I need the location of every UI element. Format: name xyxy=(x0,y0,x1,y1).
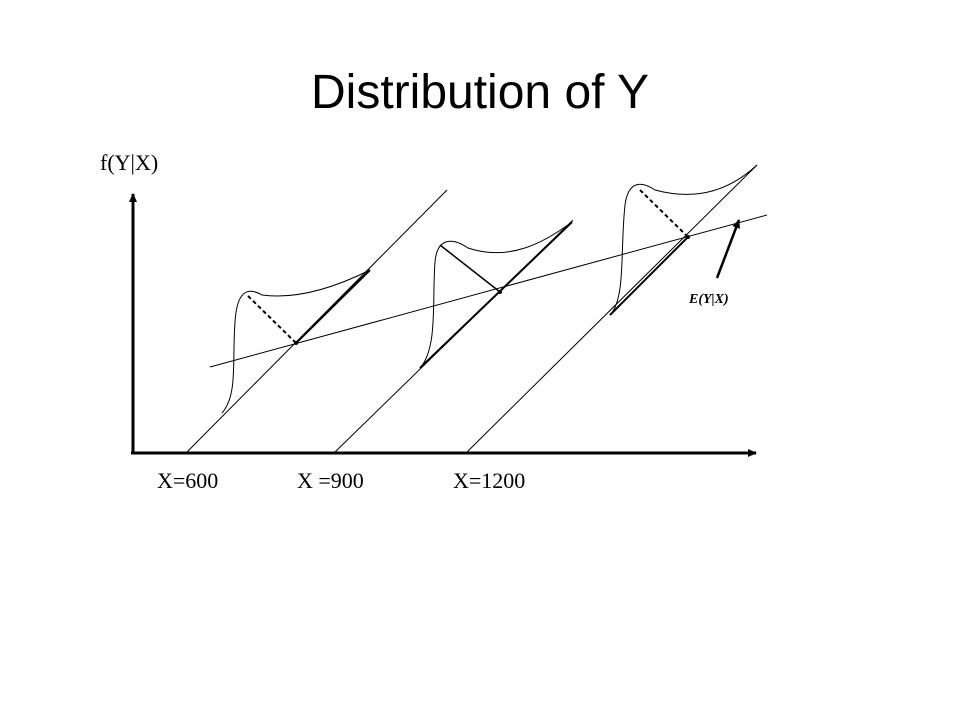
x-label: X =900 xyxy=(297,468,364,493)
regression-label: E(Y|X) xyxy=(688,292,729,307)
density-curve xyxy=(609,164,758,316)
x-label: X=600 xyxy=(157,468,218,493)
y-axis-label: f(Y|X) xyxy=(100,150,158,175)
mean-point xyxy=(498,290,502,294)
mean-point xyxy=(294,341,298,345)
regression-line xyxy=(209,214,768,368)
mean-connector xyxy=(439,244,501,293)
mean-point xyxy=(686,235,690,239)
diagram: f(Y|X) E(Y|X) X=600 X =900 X=1200 xyxy=(100,150,768,493)
annotation-arrow xyxy=(715,219,741,279)
density-curve xyxy=(419,221,573,369)
slide-title: Distribution of Y xyxy=(311,66,649,119)
x-label: X=1200 xyxy=(453,468,525,493)
density-curve xyxy=(221,269,371,414)
slice-segment xyxy=(295,269,371,344)
slice-line xyxy=(466,164,758,453)
slice-segment xyxy=(419,221,573,369)
slice-segment xyxy=(609,236,689,316)
